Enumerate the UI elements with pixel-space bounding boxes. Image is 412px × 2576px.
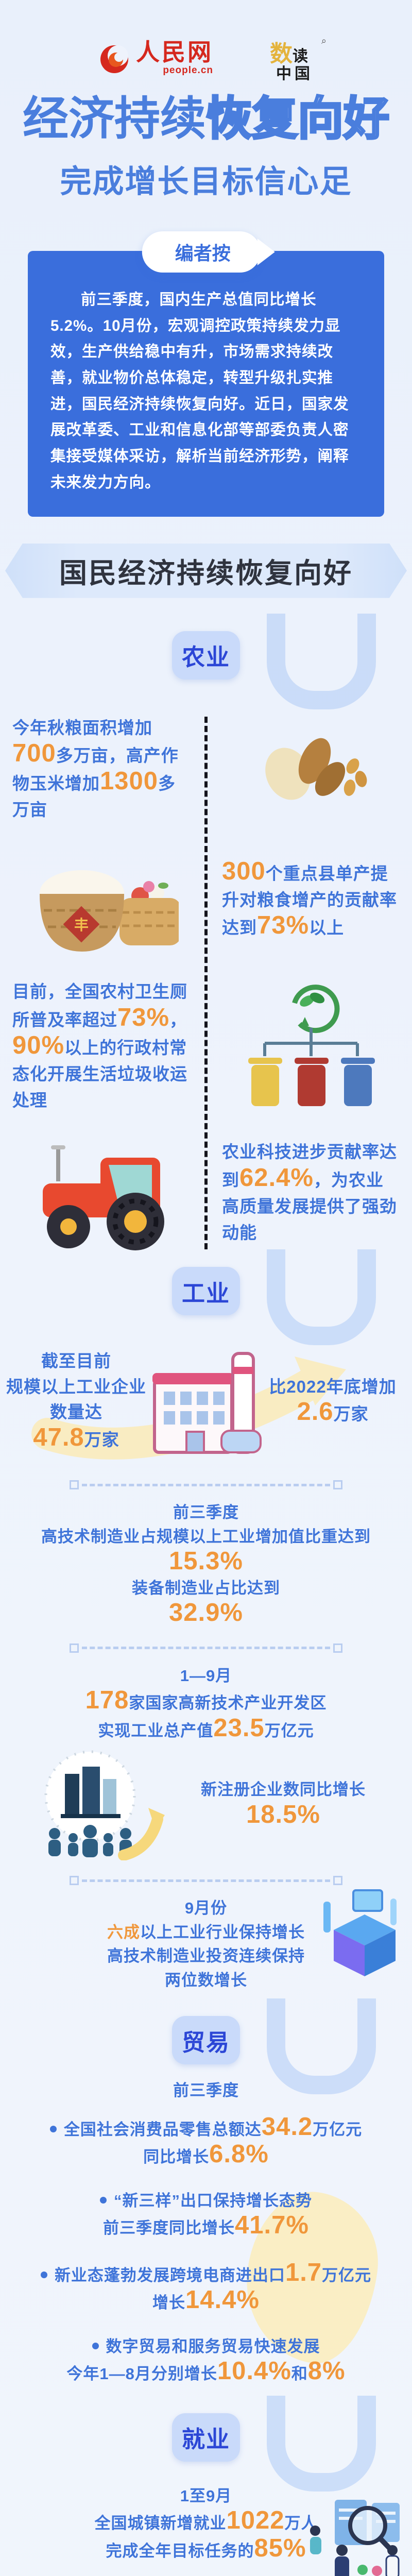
stat-line: 新注册企业数同比增长 [201,1781,366,1799]
stat-new-three-exports: “新三样”出口保持增长态势 [0,2189,412,2213]
agriculture-grid: 今年秋粮面积增加700多万亩，高产作物玉米增加1300多万亩 [8,715,404,1252]
stat-line: 装备制造业占比达到 [132,1579,280,1597]
stat-retail-sales: 全国社会消费品零售总额达34.2万亿元 [0,2114,412,2142]
header-logos: 人民网 people.cn 数读 ⌕ 中国 [0,0,412,82]
waste-sorting-icon [248,985,375,1107]
stat-digital-trade-growth: 今年1—8月分别增长10.4%和8% [66,2357,346,2385]
stat-key-counties: 300个重点县单产提升对粮食增产的贡献率达到73%以上 [222,857,397,939]
stat-agri-tech: 农业科技进步贡献率达到62.4%，为农业高质量发展提供了强劲动能 [222,1142,397,1242]
nuts-icon [265,738,367,800]
stat-rural-sanitation: 目前，全国农村卫生厕所普及率超过73%，90%以上的行政村常态化开展生活垃圾收运… [12,982,187,1110]
bullet-dot [92,2343,99,2350]
u-watermark [267,613,376,709]
section-divider [70,1480,342,1490]
tractor-icon [42,1145,164,1251]
factory-icon [152,1351,262,1454]
stat-retail-growth: 同比增长6.8% [143,2140,269,2168]
stat-line: 高技术制造业投资连续保持 [107,1947,305,1965]
employment-block1: 1至9月 全国城镇新增就业1022万人 完成全年目标任务的85% [0,2484,412,2576]
period-label: 前三季度 [173,1503,239,1522]
employment-header: 就业 [0,2395,412,2492]
editor-note: 编者按 前三季度，国内生产总值同比增长5.2%。10月份，宏观调控政策持续发力显… [28,231,384,517]
data-logo-line2: 中国 [276,65,313,83]
period-label: 前三季度 [173,2081,239,2100]
trade-section: 前三季度 全国社会消费品零售总额达34.2万亿元 同比增长6.8% “新三样”出… [0,2079,412,2386]
badge-industry: 工业 [172,1267,240,1316]
people-cn-logo: 人民网 people.cn [99,40,213,76]
stat-autumn-grain: 今年秋粮面积增加700多万亩，高产作物玉米增加1300多万亩 [12,718,179,820]
stat-sixty-pct-industries: 六成以上工业行业保持增长 [107,1923,305,1941]
dashed-divider-vertical [204,716,208,1250]
tech-devices-icon [323,1889,397,1977]
industry-block4: 9月份 六成以上工业行业保持增长 高技术制造业投资连续保持 两位数增长 [0,1889,412,1992]
stat-new-three-growth: 前三季度同比增长41.7% [103,2211,309,2240]
harvest-baskets-icon: 丰 [39,870,179,952]
stat-hightech-zones: 178家国家高新技术产业开发区 [85,1686,327,1715]
people-cn-swirl-icon [100,45,128,73]
bullet-dot [40,2272,47,2279]
stat-annual-target: 完成全年目标任务的85% [106,2534,306,2562]
agriculture-header: 农业 [0,613,412,709]
stat-line: 截至目前 [41,1351,111,1371]
title-solid-part: 经济持续 [23,92,206,144]
editor-note-box: 前三季度，国内生产总值同比增长5.2%。10月份，宏观调控政策持续发力显效，生产… [28,250,384,517]
stat-line: 两位数增长 [165,1971,247,1989]
stat-hightech-share: 15.3% [169,1547,243,1575]
bullet-dot [49,2126,57,2133]
section-divider [70,1876,342,1886]
svg-text:丰: 丰 [74,917,88,933]
bullet-dot [100,2197,107,2204]
people-cn-wordmark: 人民网 [136,39,213,65]
stat-new-urban-jobs: 全国城镇新增就业1022万人 [94,2506,318,2535]
editor-note-tab: 编者按 [142,231,261,273]
stat-digital-trade: 数字贸易和服务贸易快速发展 [0,2335,412,2359]
stat-new-registered: 18.5% [246,1800,320,1828]
page-subtitle: 完成增长目标信心足 [60,163,352,199]
recruitment-icon [310,2499,400,2576]
section-banner: 国民经济持续恢复向好 [5,544,407,598]
period-label: 9月份 [184,1899,228,1918]
industry-block3-row: 新注册企业数同比增长 18.5% [15,1747,397,1861]
badge-trade: 贸易 [172,2016,240,2065]
stat-crossborder-growth: 增长14.4% [152,2286,260,2314]
people-cn-domain: people.cn [163,65,213,76]
u-watermark [267,2395,376,2492]
stat-crossborder-ecommerce: 新业态蓬勃发展跨境电商进出口1.7万亿元 [0,2260,412,2288]
data-logo-char1: 数 [270,41,293,66]
badge-agriculture: 农业 [172,631,240,680]
stat-gross-output: 实现工业总产值23.5万亿元 [98,1714,314,1742]
stat-equipment-share: 32.9% [169,1599,243,1627]
stat-new-enterprises: 2.6万家 [297,1398,369,1426]
stat-line: 比2022年底增加 [269,1377,397,1396]
stat-line: 高技术制造业占规模以上工业增加值比重达到 [41,1527,371,1546]
section-divider [70,1643,342,1653]
hi-tech-zone-icon [44,1750,165,1861]
magnifier-deco-icon: ⌕ [321,36,327,46]
page-title: 经济持续恢复向好 [0,92,412,144]
editor-note-body: 前三季度，国内生产总值同比增长5.2%。10月份，宏观调控政策持续发力显效，生产… [50,291,349,491]
u-watermark [267,1249,376,1346]
period-label: 1—9月 [180,1666,232,1685]
period-label: 1至9月 [180,2486,232,2505]
industry-header: 工业 [0,1249,412,1346]
title-outline-part: 恢复向好 [205,92,390,144]
stat-line: 规模以上工业企业数量达 [6,1377,146,1422]
badge-employment: 就业 [172,2413,240,2462]
stat-industrial-enterprises: 47.8万家 [33,1423,119,1451]
data-logo-char2: 读 [293,48,308,65]
industry-block1: 截至目前 规模以上工业企业数量达 47.8万家 比2022年底增加 2.6万家 [6,1336,406,1465]
data-reading-china-logo: 数读 ⌕ 中国 [270,36,327,83]
trade-header: 贸易 [0,1998,412,2095]
